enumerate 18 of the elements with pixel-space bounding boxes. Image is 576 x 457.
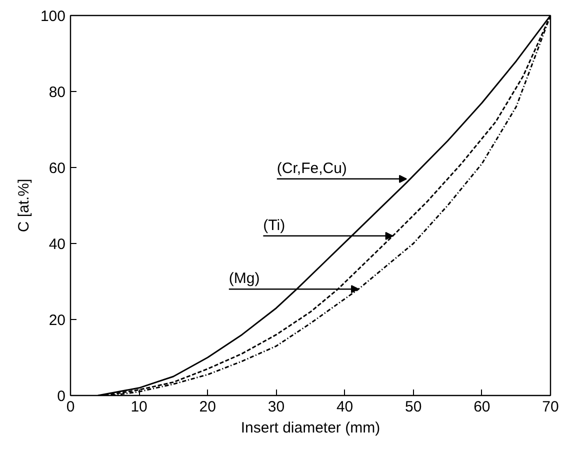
annotation: (Cr,Fe,Cu) xyxy=(276,160,347,177)
x-tick-label: 10 xyxy=(130,398,148,416)
y-tick-label: 0 xyxy=(57,388,66,405)
y-tick-label: 20 xyxy=(48,312,66,329)
x-tick-label: 40 xyxy=(336,398,354,416)
x-tick-label: 70 xyxy=(542,398,559,416)
y-tick-label: 100 xyxy=(40,8,66,25)
y-tick-label: 80 xyxy=(48,84,66,101)
x-tick-label: 60 xyxy=(474,398,490,416)
y-tick-label: 40 xyxy=(48,236,66,253)
x-tick-label: 30 xyxy=(268,398,285,416)
x-tick-label: 50 xyxy=(405,398,422,416)
annotation: (Ti) xyxy=(263,216,286,234)
y-tick-label: 60 xyxy=(48,160,66,177)
y-axis-title: C [at.%] xyxy=(15,178,32,232)
x-axis-title: Insert diameter (mm) xyxy=(240,420,380,436)
x-tick-label: 20 xyxy=(199,398,216,416)
annotation: (Mg) xyxy=(228,270,260,288)
